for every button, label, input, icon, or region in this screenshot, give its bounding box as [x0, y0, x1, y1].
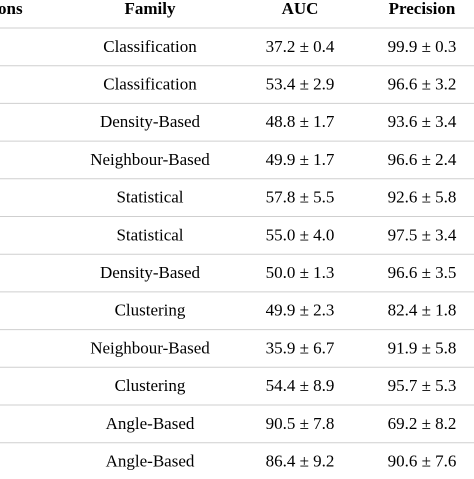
table-cell: 54.4 ± 8.9	[266, 376, 335, 395]
table-cell: 49.9 ± 2.3	[266, 301, 335, 320]
table-cell: 48.8 ± 1.7	[266, 112, 335, 131]
table-cell: 96.6 ± 3.2	[388, 74, 457, 93]
table-cell: Clustering	[115, 301, 186, 320]
table-cell: 91.9 ± 5.8	[388, 338, 457, 357]
table-cell: 90.6 ± 7.6	[388, 451, 457, 470]
table-cell: Neighbour-Based	[90, 150, 210, 169]
table-cell: Neighbour-Based	[90, 338, 210, 357]
table-cell: 82.4 ± 1.8	[388, 301, 457, 320]
header-cell: Family	[125, 0, 176, 18]
table-cell: 53.4 ± 2.9	[266, 74, 335, 93]
table-cell: 96.6 ± 3.5	[388, 263, 457, 282]
table-cell: 86.4 ± 9.2	[266, 451, 335, 470]
table-cell: Density-Based	[100, 263, 201, 282]
table-cell: Density-Based	[100, 112, 201, 131]
table-cell: Classification	[103, 37, 197, 56]
table-cell: 95.7 ± 5.3	[388, 376, 457, 395]
table-cell: 50.0 ± 1.3	[266, 263, 335, 282]
table-cell: 99.9 ± 0.3	[388, 37, 457, 56]
table-cell: Clustering	[115, 376, 186, 395]
header-cell: AUC	[282, 0, 319, 18]
table-cell: 69.2 ± 8.2	[388, 414, 457, 433]
table-cell: 57.8 ± 5.5	[266, 188, 335, 207]
table-cell: 55.0 ± 4.0	[266, 225, 335, 244]
table-cell: 97.5 ± 3.4	[388, 225, 457, 244]
table-cell: 96.6 ± 2.4	[388, 150, 457, 169]
table-cell: Angle-Based	[106, 414, 195, 433]
table-cell: 49.9 ± 1.7	[266, 150, 335, 169]
table-cell: Classification	[103, 74, 197, 93]
table-cell: 92.6 ± 5.8	[388, 188, 457, 207]
table-cell: 35.9 ± 6.7	[266, 338, 335, 357]
table-cell: 37.2 ± 0.4	[266, 37, 335, 56]
table-cell: 90.5 ± 7.8	[266, 414, 335, 433]
header-cell: ons	[0, 0, 23, 18]
table-cell: 93.6 ± 3.4	[388, 112, 457, 131]
table-cell: Angle-Based	[106, 451, 195, 470]
table-cell: Statistical	[116, 188, 183, 207]
header-cell: Precision	[389, 0, 456, 18]
table-cell: Statistical	[116, 225, 183, 244]
